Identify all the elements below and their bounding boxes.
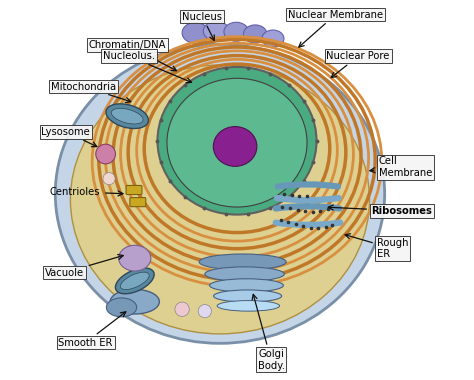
Ellipse shape xyxy=(182,22,209,43)
Ellipse shape xyxy=(262,30,284,47)
Ellipse shape xyxy=(167,78,307,207)
Ellipse shape xyxy=(110,290,159,314)
Text: Golgi
Body.: Golgi Body. xyxy=(252,294,284,370)
Ellipse shape xyxy=(115,268,154,294)
FancyBboxPatch shape xyxy=(126,185,142,195)
Ellipse shape xyxy=(103,173,115,185)
Ellipse shape xyxy=(175,302,189,317)
FancyArrowPatch shape xyxy=(278,184,338,187)
Ellipse shape xyxy=(213,127,257,166)
Ellipse shape xyxy=(217,301,280,311)
Text: Rough
ER: Rough ER xyxy=(345,234,409,260)
Text: Chromatin/DNA: Chromatin/DNA xyxy=(89,40,176,71)
Ellipse shape xyxy=(106,298,137,317)
Text: Nucleus: Nucleus xyxy=(182,11,222,41)
FancyBboxPatch shape xyxy=(130,198,146,207)
Ellipse shape xyxy=(210,279,283,292)
Text: Vacuole: Vacuole xyxy=(45,255,123,278)
Ellipse shape xyxy=(120,272,149,290)
Ellipse shape xyxy=(106,104,148,128)
Ellipse shape xyxy=(198,304,211,318)
Text: Cell
Membrane: Cell Membrane xyxy=(370,157,432,178)
Ellipse shape xyxy=(199,254,286,270)
Ellipse shape xyxy=(205,267,284,281)
Ellipse shape xyxy=(224,22,248,41)
Ellipse shape xyxy=(71,65,370,334)
Text: Smooth ER: Smooth ER xyxy=(58,312,126,348)
Text: Lysosome: Lysosome xyxy=(42,127,97,147)
Text: Nuclear Pore: Nuclear Pore xyxy=(327,51,390,78)
Ellipse shape xyxy=(157,67,317,215)
Ellipse shape xyxy=(213,290,282,302)
Ellipse shape xyxy=(96,144,116,164)
Ellipse shape xyxy=(118,245,151,271)
Text: Nucleolus.: Nucleolus. xyxy=(103,51,191,83)
Text: Nuclear Membrane: Nuclear Membrane xyxy=(288,10,383,47)
Ellipse shape xyxy=(111,108,143,124)
Ellipse shape xyxy=(244,25,267,43)
FancyArrowPatch shape xyxy=(277,198,339,200)
FancyArrowPatch shape xyxy=(276,223,340,225)
Text: Ribosomes: Ribosomes xyxy=(328,205,432,216)
Text: Mitochondria: Mitochondria xyxy=(51,82,131,103)
Ellipse shape xyxy=(55,44,385,344)
FancyArrowPatch shape xyxy=(276,206,339,209)
Ellipse shape xyxy=(203,21,229,41)
Text: Centrioles: Centrioles xyxy=(50,187,123,197)
